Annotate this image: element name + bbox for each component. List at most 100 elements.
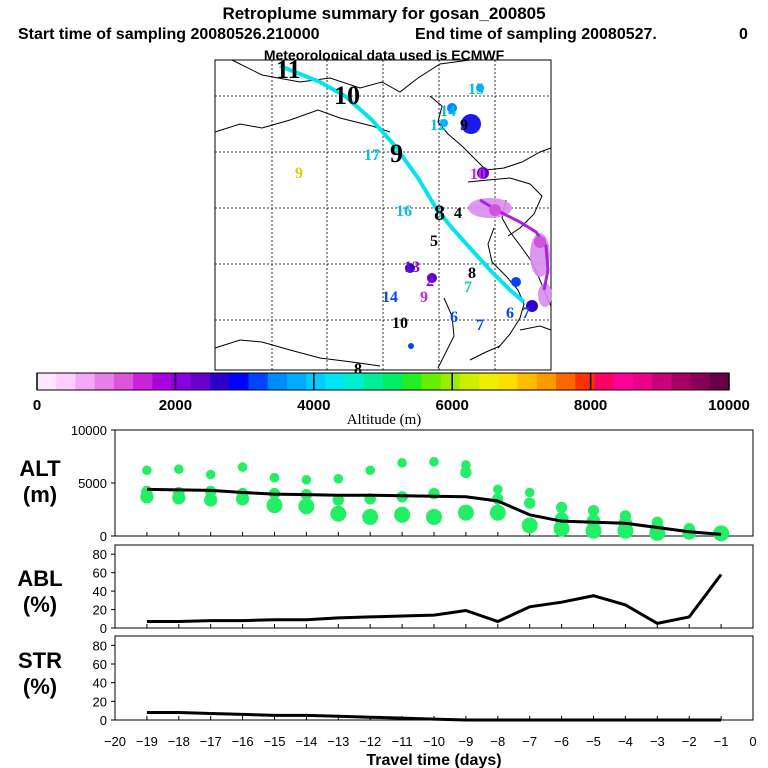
x-tick-label: −16 xyxy=(232,734,254,749)
alt-point xyxy=(429,457,439,467)
alt-label: ALT xyxy=(19,456,61,481)
colorbar-swatch xyxy=(229,373,249,390)
str-panel-label: STR (%) xyxy=(0,648,80,700)
alt-point xyxy=(362,508,379,525)
alt-point xyxy=(556,501,568,513)
alt-point xyxy=(426,508,442,525)
colorbar-swatch xyxy=(402,373,422,390)
alt-point xyxy=(521,517,538,534)
colorbar-tick-label: 6000 xyxy=(436,397,469,414)
alt-panel-label: ALT (m) xyxy=(0,456,80,508)
alt-point xyxy=(524,487,535,498)
alt-point xyxy=(457,504,474,521)
x-tick-label: −20 xyxy=(104,734,126,749)
abl-line xyxy=(146,573,723,625)
abl-label: ABL xyxy=(17,566,63,591)
alt-point xyxy=(493,484,503,495)
alt-point xyxy=(394,506,411,523)
colorbar-swatch xyxy=(344,373,365,390)
alt-point xyxy=(460,466,472,479)
x-tick-label: −10 xyxy=(423,734,445,749)
abl-unit: (%) xyxy=(22,592,58,617)
str-frame xyxy=(114,635,754,721)
abl-ytick-label: 60 xyxy=(93,566,107,581)
map-label: 16 xyxy=(396,203,412,220)
map-label: 8 xyxy=(354,361,362,378)
map-label: 4 xyxy=(454,205,462,222)
colorbar-swatch xyxy=(517,373,538,390)
colorbar-swatch xyxy=(613,373,634,390)
x-tick-label: −14 xyxy=(295,734,317,749)
colorbar-swatch xyxy=(594,373,615,390)
str-ytick-label: 0 xyxy=(100,713,107,728)
str-label: STR xyxy=(18,648,62,673)
end-time-tail: 0 xyxy=(739,26,748,43)
colorbar-swatch xyxy=(671,373,692,390)
str-ytick-label: 40 xyxy=(93,676,107,691)
str-ytick-label: 20 xyxy=(93,694,107,709)
page-title: Retroplume summary for gosan_200805 xyxy=(222,4,546,23)
alt-point xyxy=(553,520,570,537)
alt-point xyxy=(142,465,152,476)
end-time: End time of sampling 20080527. xyxy=(415,26,657,43)
colorbar-swatch xyxy=(56,373,76,390)
alt-point xyxy=(397,458,407,468)
x-tick-label: −17 xyxy=(200,734,222,749)
alt-point xyxy=(266,497,283,514)
colorbar-swatch xyxy=(248,373,269,390)
str-line xyxy=(146,711,722,722)
colorbar-swatch xyxy=(709,373,730,390)
map-label: 9 xyxy=(295,165,303,182)
colorbar-swatch xyxy=(440,373,461,390)
map-label: 9 xyxy=(420,289,428,306)
map-label: 6 xyxy=(506,305,514,322)
map-label: 7 xyxy=(464,279,472,296)
alt-ytick-label: 5000 xyxy=(78,476,107,491)
colorbar-swatch xyxy=(575,373,595,390)
map-label: 2 xyxy=(426,273,434,290)
map-label: 6 xyxy=(450,309,458,326)
colorbar-swatch xyxy=(421,373,442,390)
alt-point xyxy=(140,490,154,504)
colorbar-swatch xyxy=(306,373,326,390)
map-label: 8 xyxy=(468,265,476,282)
x-tick-label: −6 xyxy=(554,734,569,749)
colorbar-swatch xyxy=(652,373,672,390)
alt-ytick-label: 10000 xyxy=(71,423,107,438)
alt-point xyxy=(332,494,344,506)
colorbar-swatch xyxy=(37,373,57,390)
x-tick-label: −15 xyxy=(263,734,285,749)
map-label: 17 xyxy=(364,147,380,164)
colorbar-swatch xyxy=(325,373,346,390)
x-tick-label: −11 xyxy=(392,734,413,749)
alt-ytick-label: 0 xyxy=(100,529,107,544)
x-tick-label: −3 xyxy=(650,734,665,749)
colorbar-swatch xyxy=(690,373,711,390)
map-label: 14 xyxy=(440,103,456,120)
alt-point xyxy=(617,522,634,539)
x-tick-label: −1 xyxy=(714,734,729,749)
colorbar-swatch xyxy=(152,373,173,390)
x-tick-label: −13 xyxy=(327,734,349,749)
map-label: 13 xyxy=(404,259,420,276)
map-label: 9 xyxy=(460,117,468,134)
alt-point xyxy=(587,504,600,517)
map-label: 14 xyxy=(382,289,398,306)
alt-point xyxy=(174,464,184,475)
colorbar-swatch xyxy=(190,373,211,390)
abl-ytick-label: 20 xyxy=(93,603,107,618)
colorbar-tick-label: 2000 xyxy=(159,397,192,414)
colorbar-swatch xyxy=(536,373,557,390)
alt-point xyxy=(298,498,315,515)
x-tick-label: 0 xyxy=(749,734,756,749)
colorbar-swatch xyxy=(113,373,134,390)
alt-point xyxy=(489,504,506,521)
abl-ytick-label: 80 xyxy=(93,547,107,562)
map-label: 11 xyxy=(276,55,301,84)
alt-point xyxy=(524,497,536,509)
str-ytick-label: 80 xyxy=(93,638,107,653)
colorbar-swatch xyxy=(459,373,480,390)
alt-point xyxy=(333,473,344,484)
colorbar-title: Altitude (m) xyxy=(347,412,422,428)
